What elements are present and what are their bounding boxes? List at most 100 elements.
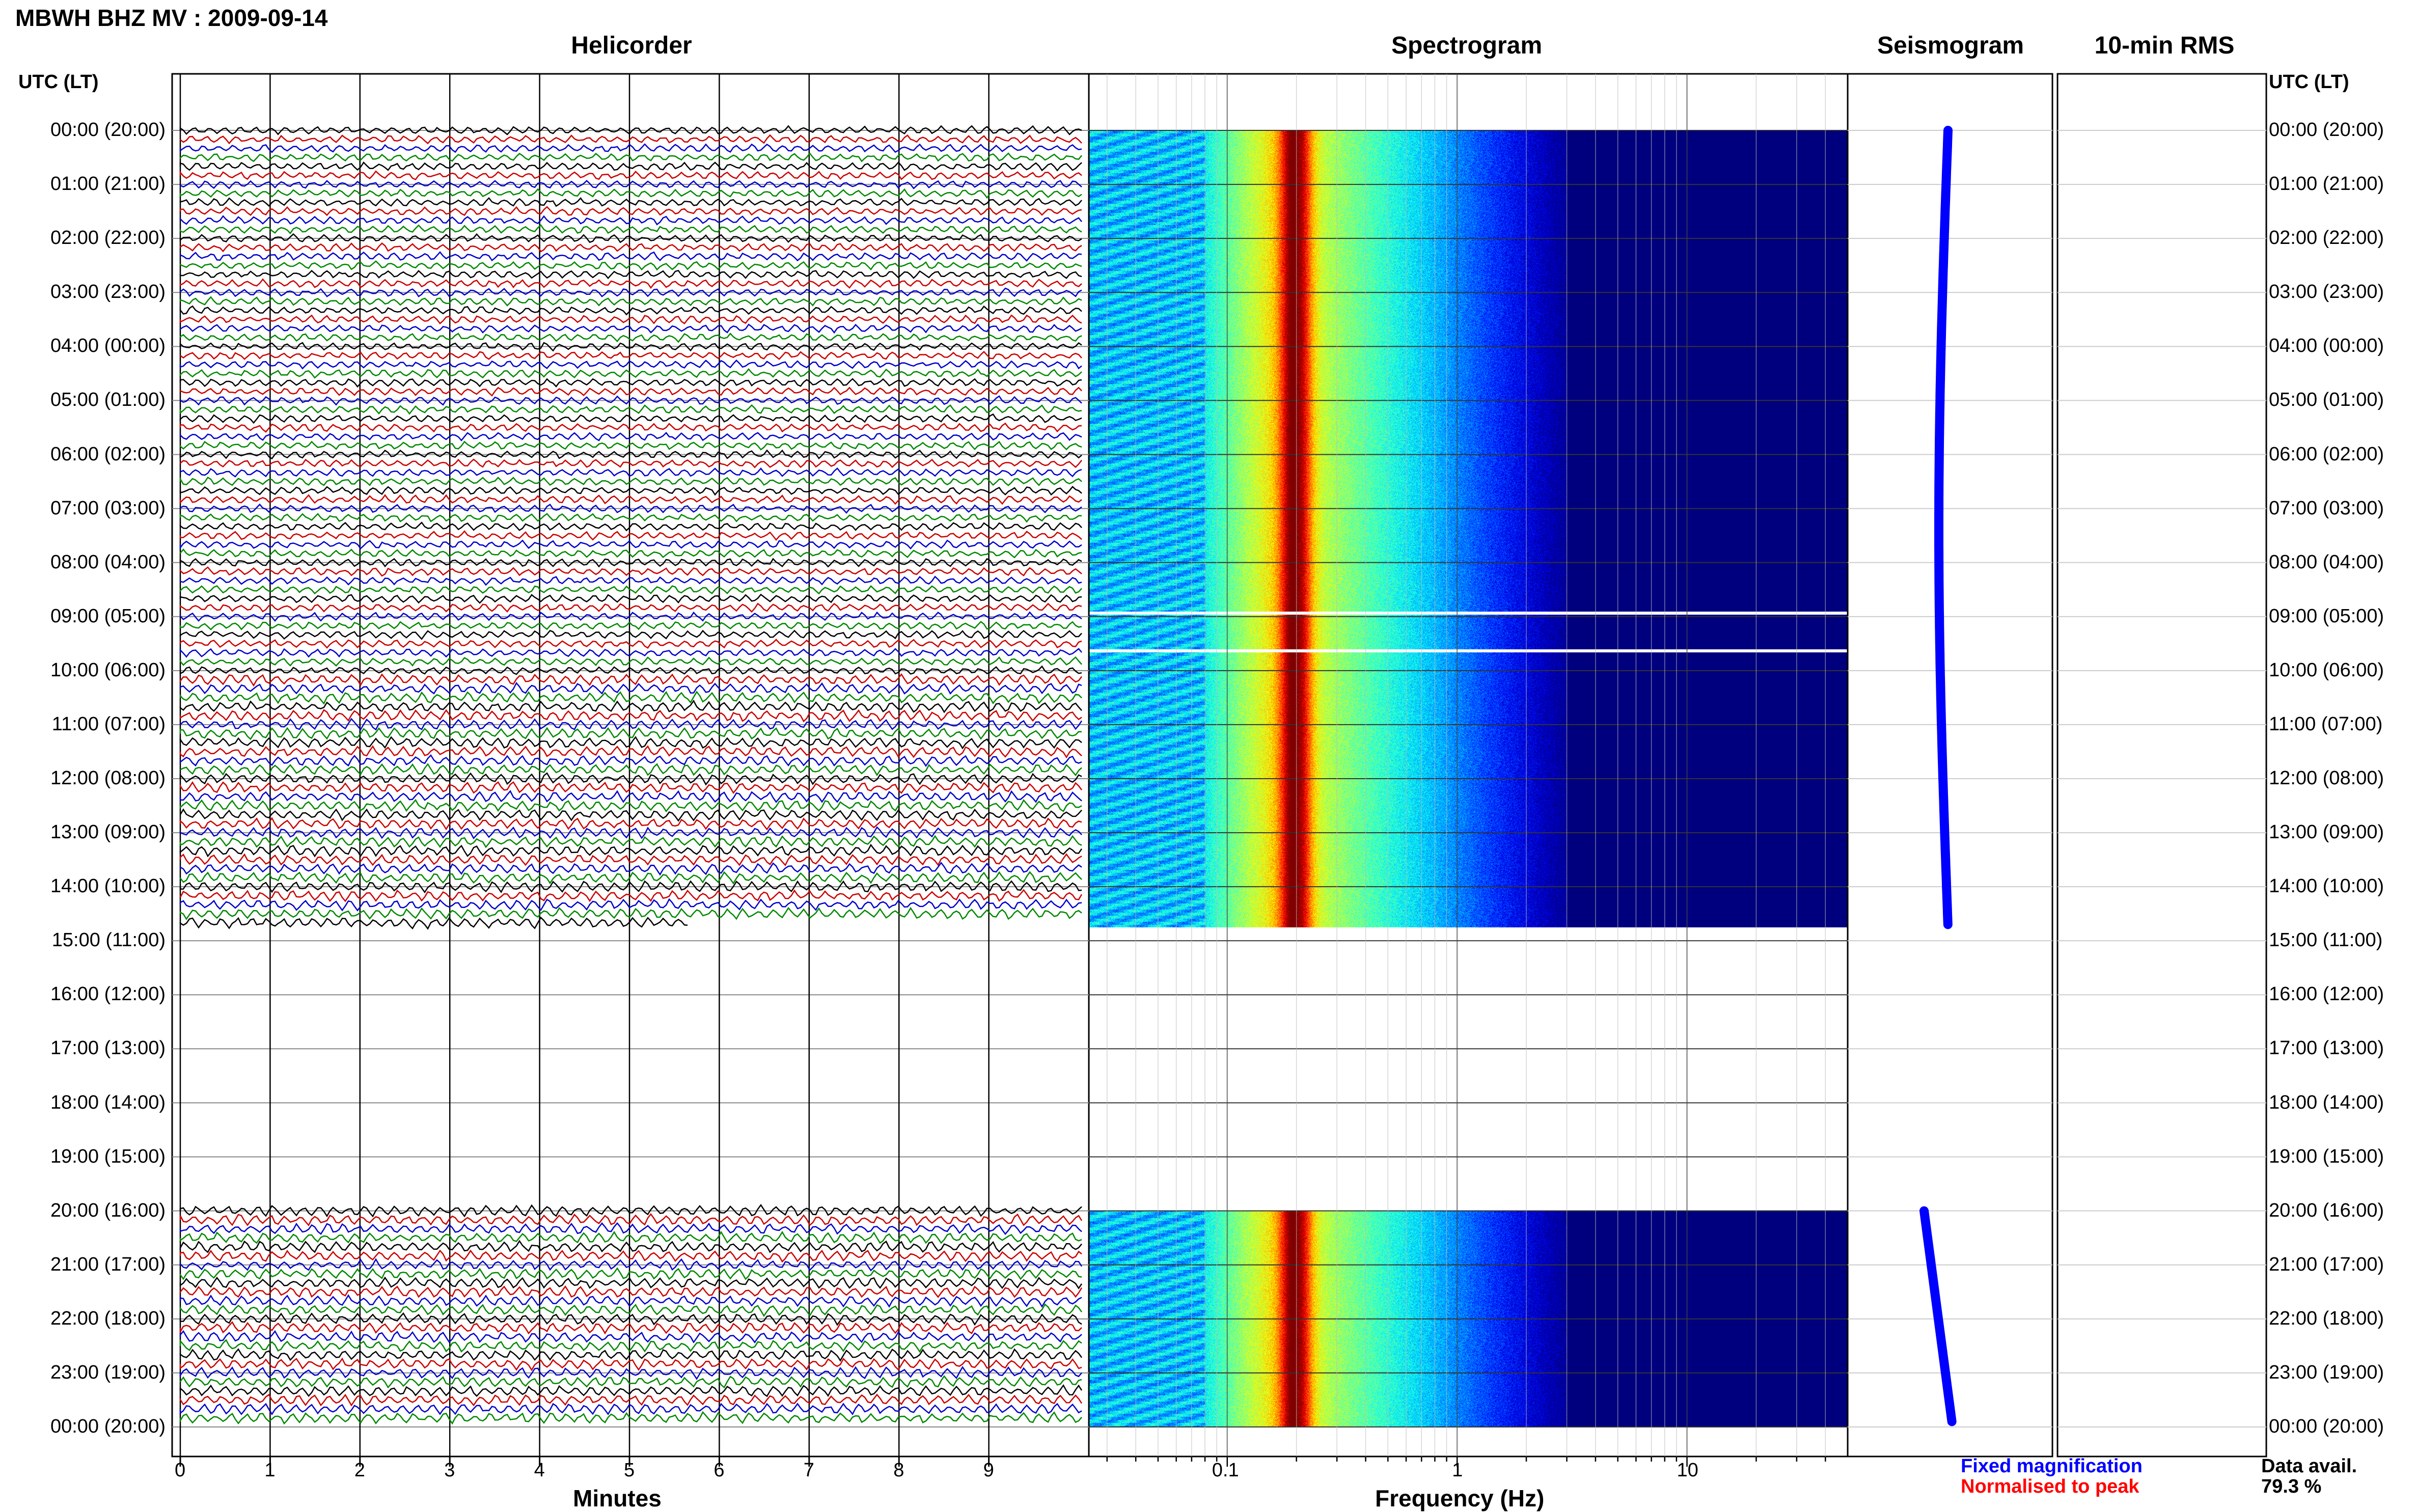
helicorder-trace — [179, 611, 1082, 622]
right-time-label: 09:00 (05:00) — [2269, 605, 2384, 627]
helicorder-trace — [179, 898, 1082, 912]
helicorder-trace — [179, 843, 1083, 858]
helicorder-trace — [179, 691, 1082, 705]
helicorder-trace — [179, 513, 1082, 523]
right-time-label: 07:00 (03:00) — [2269, 497, 2384, 519]
left-time-label: 15:00 (11:00) — [51, 929, 166, 951]
helicorder-trace — [179, 1321, 1082, 1335]
helicorder-trace — [179, 736, 1082, 750]
right-time-label: 08:00 (04:00) — [2269, 551, 2384, 573]
spectrogram-xlabel: Frequency (Hz) — [1375, 1485, 1545, 1511]
helicorder-trace — [179, 1222, 1082, 1235]
left-time-label: 03:00 (23:00) — [50, 281, 166, 303]
helicorder-trace — [179, 152, 1082, 162]
helicorder-trace — [179, 387, 1082, 397]
helicorder-tick-label: 6 — [714, 1460, 725, 1481]
spectrogram-title: Spectrogram — [1391, 32, 1543, 59]
helicorder-trace — [179, 269, 1082, 280]
helicorder-trace — [179, 790, 1082, 803]
helicorder-trace — [179, 835, 1082, 848]
helicorder-trace — [179, 413, 1082, 424]
right-time-label: 10:00 (06:00) — [2269, 659, 2384, 681]
helicorder-trace — [179, 772, 1082, 786]
helicorder-trace — [179, 1249, 1082, 1263]
helicorder-trace — [179, 727, 1082, 740]
helicorder-trace — [179, 1403, 1082, 1416]
helicorder-trace — [179, 287, 1082, 297]
left-time-label: 12:00 (08:00) — [50, 767, 166, 789]
left-time-label: 23:00 (19:00) — [50, 1361, 166, 1383]
data-avail-label: Data avail. — [2261, 1455, 2357, 1477]
helicorder-trace — [179, 656, 1082, 667]
helicorder-trace — [179, 665, 1082, 675]
helicorder-trace — [179, 404, 1082, 415]
left-time-label: 10:00 (06:00) — [50, 659, 166, 681]
helicorder-trace — [179, 441, 1082, 451]
time-axis-header-right: UTC (LT) — [2269, 71, 2349, 93]
left-time-label: 21:00 (17:00) — [50, 1253, 166, 1275]
helicorder-trace — [179, 125, 1082, 135]
helicorder-trace — [179, 1339, 1082, 1353]
right-time-label: 22:00 (18:00) — [2269, 1307, 2384, 1329]
helicorder-trace — [179, 180, 1082, 189]
helicorder-trace — [179, 1285, 1083, 1298]
helicorder-trace — [179, 745, 1082, 759]
seismogram-frame — [1847, 73, 2053, 1458]
right-time-label: 23:00 (19:00) — [2269, 1361, 2384, 1383]
helicorder-trace — [179, 1258, 1083, 1272]
helicorder-trace — [179, 1348, 1083, 1362]
left-time-label: 11:00 (07:00) — [51, 713, 166, 735]
right-time-label: 19:00 (15:00) — [2269, 1145, 2384, 1167]
left-time-label: 14:00 (10:00) — [50, 875, 166, 897]
right-time-label: 15:00 (11:00) — [2269, 929, 2383, 951]
helicorder-trace — [179, 871, 1082, 885]
helicorder-trace — [179, 170, 1082, 181]
left-time-label: 16:00 (12:00) — [50, 983, 166, 1005]
helicorder-trace — [179, 1213, 1083, 1226]
helicorder-trace — [179, 1204, 1082, 1218]
helicorder-trace — [179, 1330, 1082, 1343]
seismogram-trace-day — [1934, 126, 1953, 929]
helicorder-trace — [179, 889, 1083, 902]
left-time-label: 06:00 (02:00) — [50, 443, 166, 465]
helicorder-trace — [179, 359, 1082, 370]
right-time-label: 18:00 (14:00) — [2269, 1091, 2384, 1113]
helicorder-title: Helicorder — [571, 32, 692, 59]
helicorder-trace — [179, 476, 1082, 486]
left-time-label: 22:00 (18:00) — [50, 1307, 166, 1329]
helicorder-trace — [179, 503, 1082, 514]
helicorder-tick-label: 1 — [264, 1460, 276, 1481]
helicorder-trace — [179, 342, 1082, 352]
right-time-label: 03:00 (23:00) — [2269, 281, 2384, 303]
right-time-label: 05:00 (01:00) — [2269, 389, 2384, 411]
left-time-label: 17:00 (13:00) — [50, 1037, 166, 1059]
spectrogram-tick-label: 1 — [1452, 1460, 1463, 1481]
helicorder-trace — [179, 648, 1082, 658]
helicorder-trace — [179, 1267, 1082, 1280]
helicorder-trace — [179, 161, 1082, 172]
helicorder-trace — [179, 639, 1082, 649]
rms-title: 10-min RMS — [2094, 32, 2235, 59]
helicorder-trace — [179, 906, 1082, 920]
left-time-label: 04:00 (00:00) — [50, 335, 166, 357]
helicorder-tick-label: 0 — [175, 1460, 186, 1481]
legend-fixed-magnification: Fixed magnification — [1961, 1455, 2143, 1477]
helicorder-trace — [179, 422, 1082, 433]
left-time-label: 19:00 (15:00) — [50, 1145, 166, 1167]
helicorder-trace — [179, 1240, 1082, 1253]
right-time-label: 21:00 (17:00) — [2269, 1253, 2384, 1275]
helicorder-trace — [179, 378, 1082, 388]
helicorder-trace — [179, 296, 1082, 307]
helicorder-tick-label: 5 — [624, 1460, 635, 1481]
helicorder-trace — [179, 260, 1082, 271]
helicorder-trace — [179, 585, 1082, 595]
helicorder-trace — [179, 1303, 1083, 1317]
data-avail-value: 79.3 % — [2261, 1476, 2322, 1497]
helicorder-trace — [179, 224, 1082, 235]
helicorder-trace — [179, 305, 1082, 316]
helicorder-trace — [179, 1411, 1082, 1425]
helicorder-trace — [179, 558, 1082, 568]
left-time-label: 05:00 (01:00) — [50, 389, 166, 411]
helicorder-trace — [179, 781, 1083, 794]
